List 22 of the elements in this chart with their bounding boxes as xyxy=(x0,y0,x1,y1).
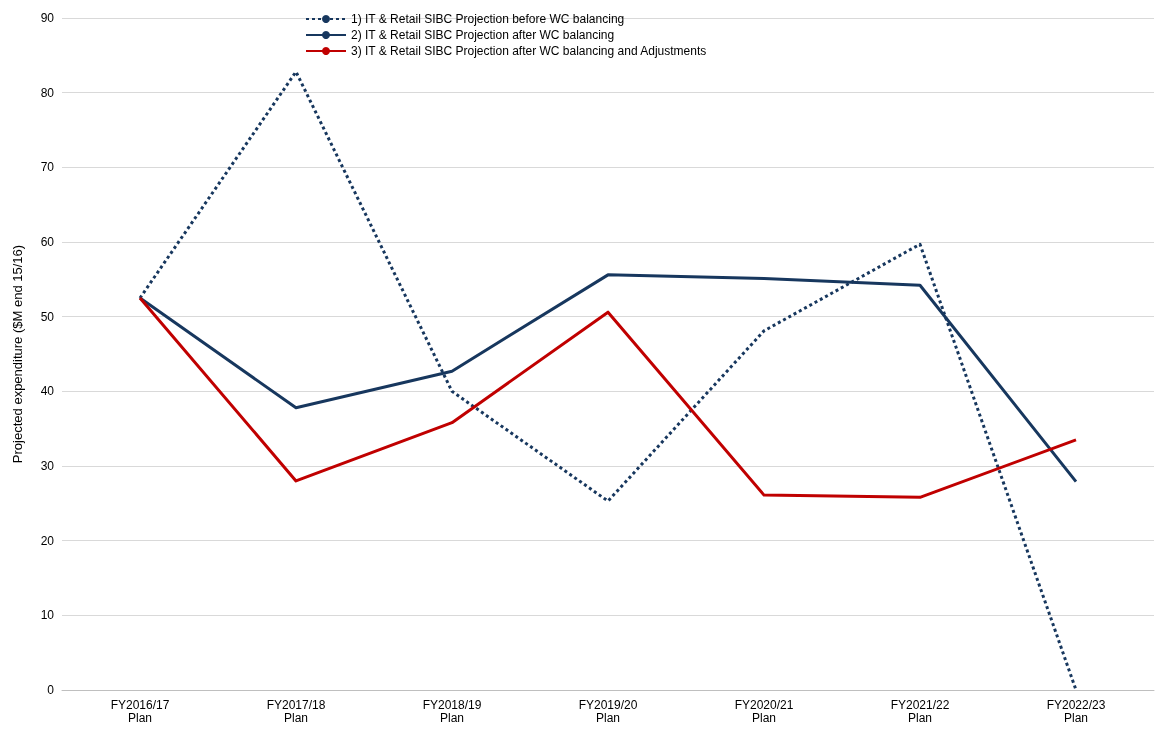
x-tick-label: FY2016/17 Plan xyxy=(110,697,170,725)
y-tick-label: 80 xyxy=(40,85,55,100)
y-tick-label: 50 xyxy=(40,309,55,324)
x-tick-label: FY2020/21 Plan xyxy=(734,697,794,725)
y-tick-label: 10 xyxy=(40,608,55,623)
x-tick-label: FY2021/22 Plan xyxy=(890,697,950,725)
y-tick-label: 20 xyxy=(40,533,55,548)
y-tick-label: 30 xyxy=(40,459,55,473)
y-tick-label: 40 xyxy=(40,384,55,399)
legend-label: 2) IT & Retail SIBC Projection after WC balancing xyxy=(351,28,615,42)
x-tick-label: FY2022/23 Plan xyxy=(1046,697,1106,725)
y-tick-label: 70 xyxy=(40,160,55,175)
y-tick-label: 0 xyxy=(47,683,55,697)
y-tick-label: 60 xyxy=(40,235,55,249)
legend-label: 1) IT & Retail SIBC Projection before WC balancing xyxy=(351,12,625,26)
x-tick-label: FY2018/19 Plan xyxy=(422,697,482,725)
legend-label: 3) IT & Retail SIBC Projection after WC balancing and Adjustments xyxy=(351,44,707,58)
x-tick-label: FY2019/20 Plan xyxy=(578,697,638,725)
line-series xyxy=(138,296,1078,499)
y-axis-title: Projected expenditure ($M end 15/16) xyxy=(10,244,25,464)
y-tick-label: 90 xyxy=(40,11,55,25)
x-tick-label: FY2017/18 Plan xyxy=(266,697,326,725)
